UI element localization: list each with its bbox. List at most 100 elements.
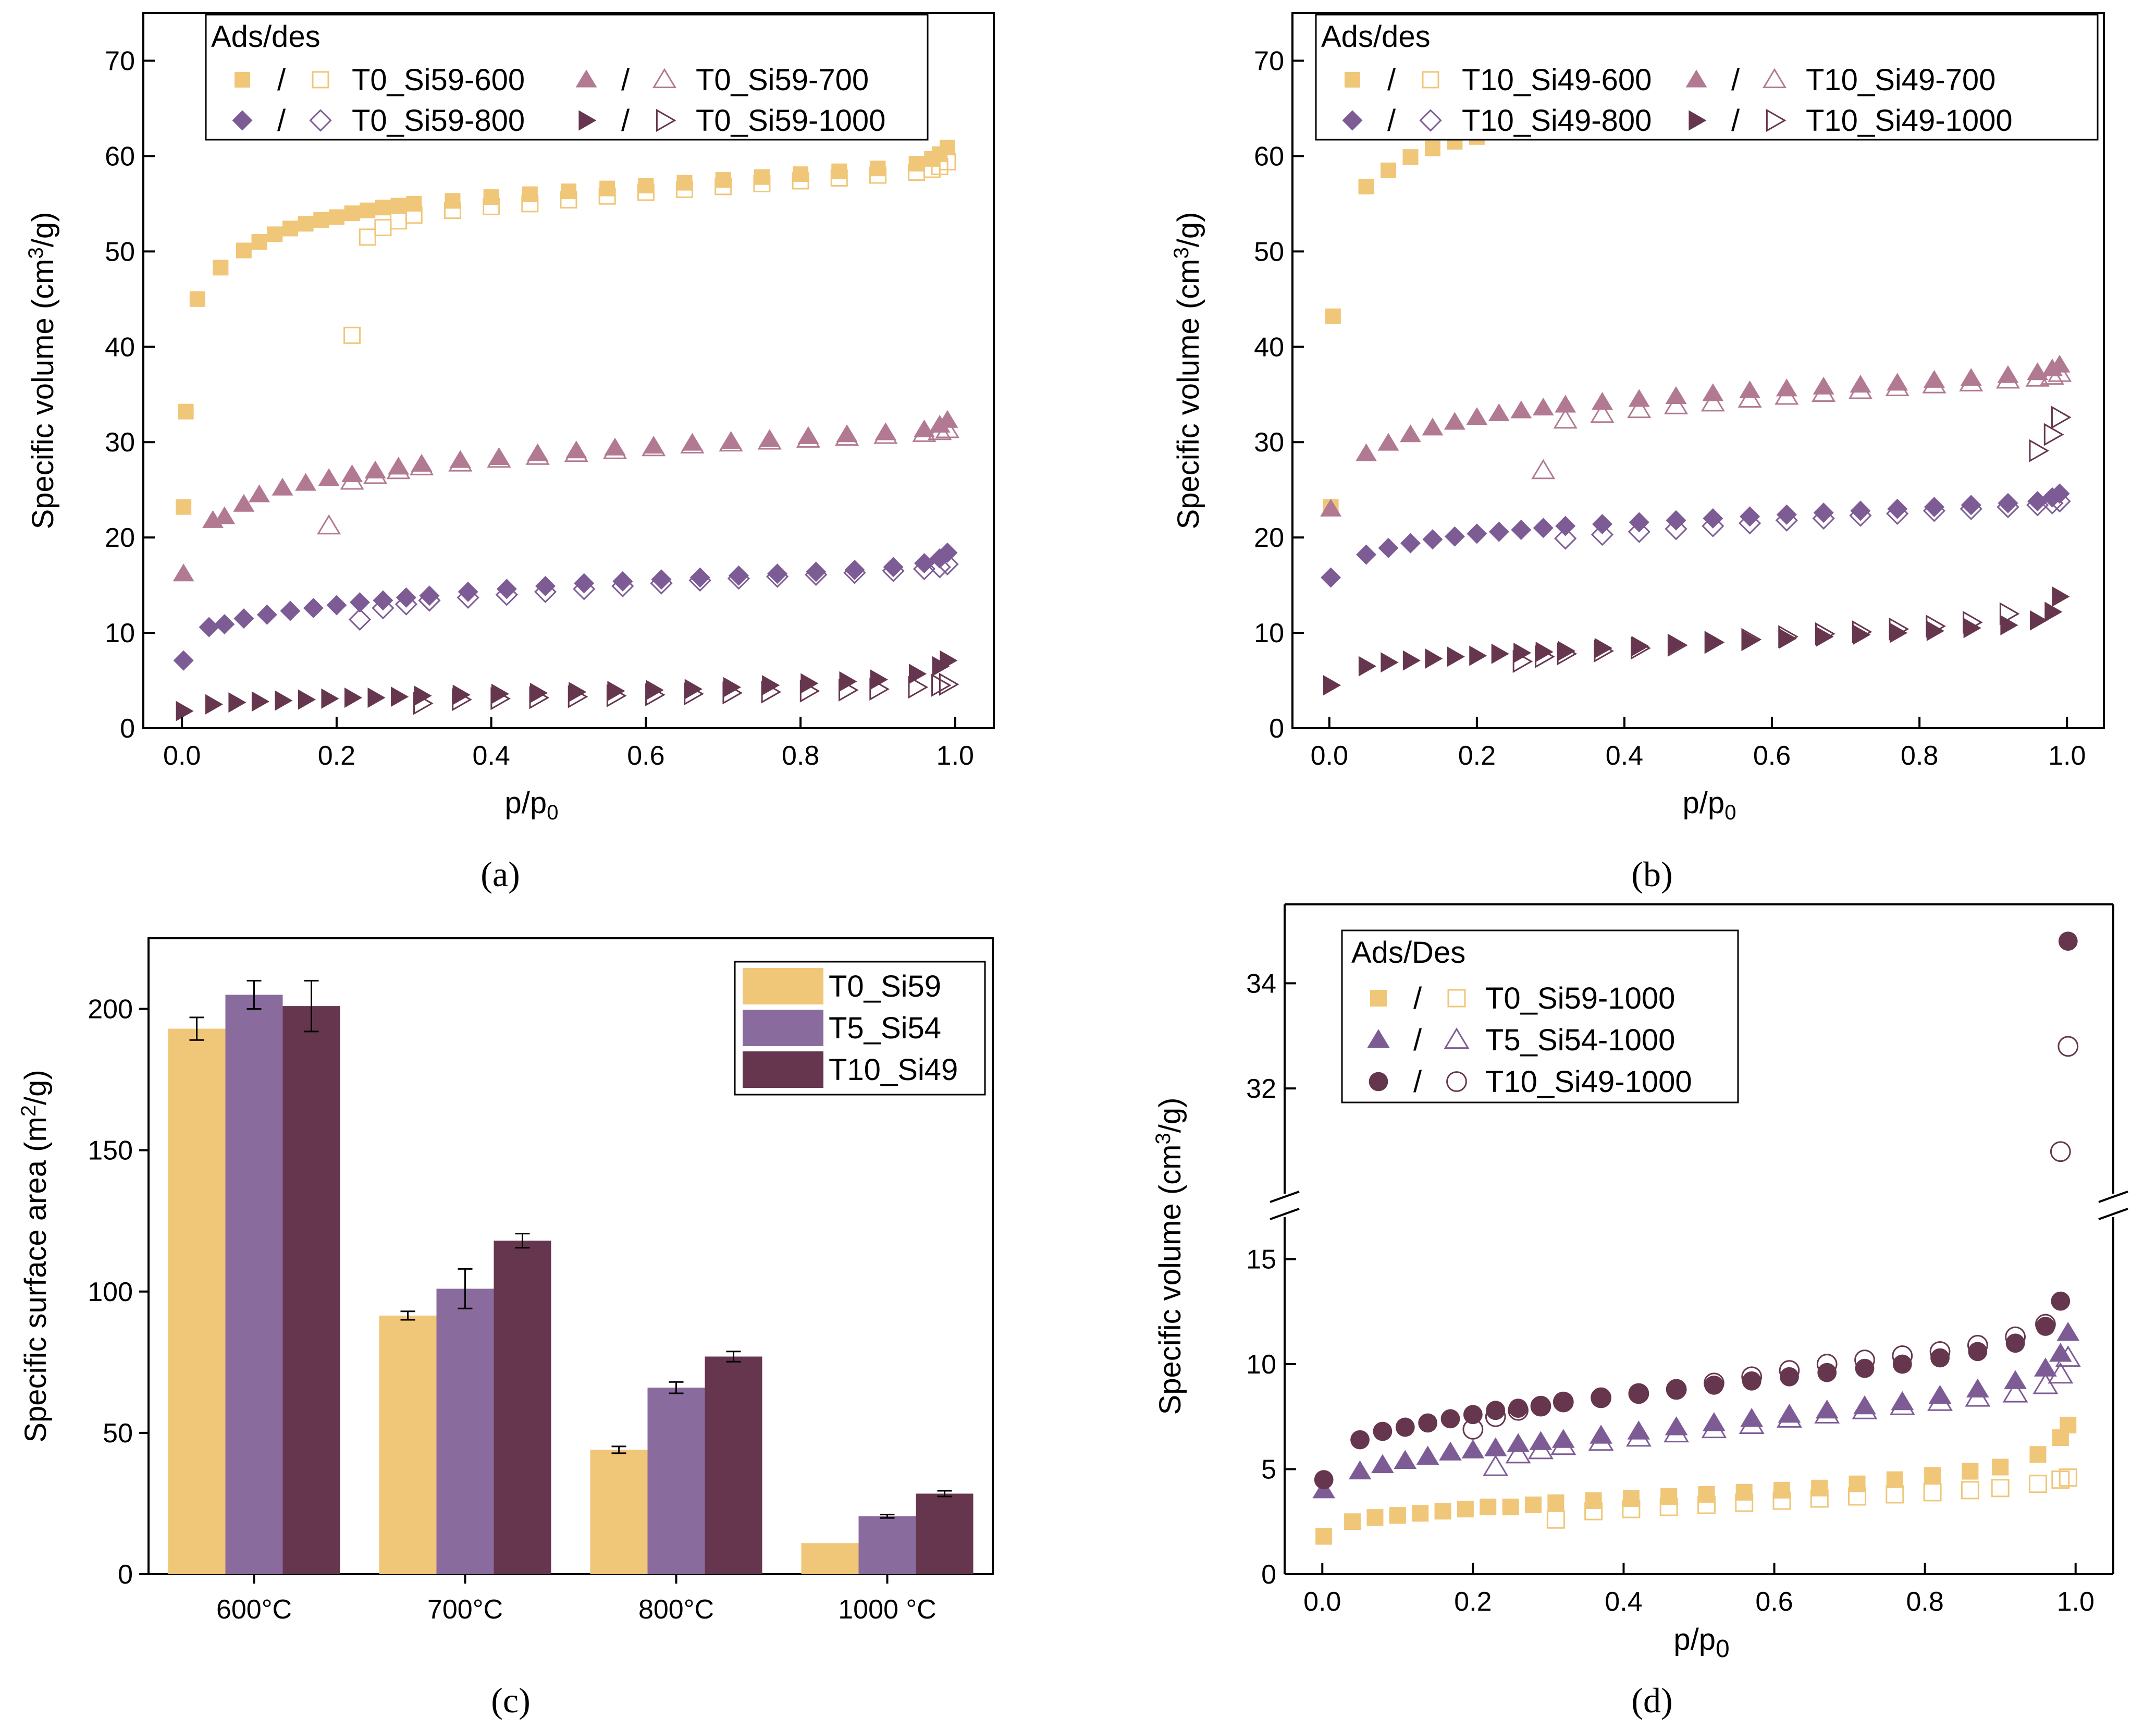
data-point-ads — [1704, 1375, 1724, 1395]
data-point-ads — [1668, 634, 1686, 655]
data-point-ads — [1887, 498, 1908, 519]
data-point-ads — [1555, 395, 1576, 413]
data-point-ads — [199, 617, 219, 637]
data-point-ads — [1377, 433, 1399, 451]
x-tick-label: 0.8 — [1906, 1587, 1943, 1617]
data-point-ads — [449, 450, 471, 468]
data-point-des — [409, 455, 434, 475]
data-point-ads — [2034, 1357, 2057, 1377]
data-point-des — [1628, 520, 1650, 543]
data-point-ads — [1622, 1490, 1640, 1507]
data-point-des — [1848, 1487, 1867, 1506]
data-point-des — [1812, 507, 1835, 530]
data-point-des — [1927, 1389, 1953, 1411]
data-point-ads — [1817, 1363, 1837, 1382]
data-point-des — [1991, 1479, 2010, 1498]
y-tick-label: 50 — [103, 1418, 133, 1449]
caption-b: (b) — [1631, 854, 1672, 894]
data-point-des — [753, 175, 771, 192]
data-point-ads — [233, 494, 255, 512]
data-point-ads — [298, 216, 314, 232]
data-point-ads — [870, 669, 888, 690]
data-point-ads — [759, 429, 781, 447]
data-point-ads — [1439, 1441, 1462, 1461]
data-point-ads — [2049, 483, 2070, 504]
data-point-ads — [689, 567, 710, 588]
legend-marker-ads — [1369, 1072, 1388, 1092]
data-point-des — [766, 565, 789, 588]
data-point-ads — [1532, 397, 1554, 415]
data-point-ads — [1780, 1367, 1799, 1387]
data-point-ads — [214, 506, 236, 524]
data-point-des — [1584, 1502, 1603, 1520]
data-point-ads — [939, 139, 955, 155]
data-point-des — [688, 569, 711, 592]
data-point-des — [521, 195, 539, 213]
legend-title: Ads/des — [1321, 20, 1431, 54]
legend-box — [205, 14, 929, 141]
data-point-ads — [1457, 1501, 1474, 1518]
data-point-ads — [344, 687, 363, 708]
y-tick-label: 30 — [1254, 427, 1284, 458]
data-point-des — [1531, 459, 1556, 480]
category-label: 600°C — [216, 1595, 292, 1625]
legend-c: T0_Si59 T5_Si54 T10_Si49 — [734, 961, 986, 1096]
axis-break-mark — [1270, 1208, 1300, 1220]
x-tick-label: 0.6 — [1753, 741, 1791, 771]
data-point-ads — [1366, 1509, 1384, 1526]
category-label: 800°C — [638, 1595, 714, 1625]
data-point-ads — [1735, 1483, 1753, 1501]
data-point-ads — [445, 193, 461, 209]
x-tick-label: 0.6 — [1755, 1587, 1793, 1617]
data-point-des — [928, 556, 951, 579]
data-point-ads — [1591, 1388, 1611, 1407]
data-point-des — [931, 673, 952, 697]
data-point-des — [1854, 1350, 1875, 1370]
data-point-ads — [205, 694, 224, 715]
data-point-ads — [1629, 1384, 1648, 1403]
data-point-des — [611, 574, 634, 598]
data-point-ads — [1466, 407, 1488, 425]
data-point-ads — [1665, 1416, 1688, 1436]
data-point-ads — [1395, 1417, 1415, 1437]
data-point-ads — [272, 477, 293, 496]
legend-marker-des — [1422, 71, 1439, 89]
data-point-des — [1810, 1489, 1829, 1508]
y-axis-label-b: Specific volume (cm3/g) — [1170, 212, 1205, 530]
data-point-ads — [2029, 610, 2048, 631]
data-point-des — [2048, 489, 2071, 513]
data-point-des — [1664, 1421, 1690, 1443]
data-point-ads — [341, 464, 363, 483]
data-point-des — [1735, 1493, 1754, 1512]
y-tick-label: 10 — [1254, 618, 1284, 648]
data-point-ads — [1590, 1425, 1612, 1444]
data-point-ads — [1513, 642, 1532, 663]
data-point-ads — [214, 614, 235, 635]
bar — [282, 1006, 340, 1574]
data-point-des — [1704, 631, 1725, 654]
legend-label: T10_Si49 — [829, 1053, 958, 1087]
data-point-ads — [419, 585, 440, 606]
data-point-des — [792, 172, 809, 190]
data-point-ads — [1531, 1396, 1550, 1416]
y-axis-label-a: Specific volume (cm3/g) — [24, 212, 60, 530]
bar — [379, 1315, 437, 1574]
data-point-des — [1591, 1387, 1611, 1408]
data-point-ads — [715, 172, 731, 188]
data-point-ads — [754, 169, 770, 185]
bar — [494, 1241, 551, 1574]
legend-swatch — [743, 1010, 823, 1046]
data-point-ads — [1742, 1371, 1761, 1391]
data-point-ads — [228, 692, 247, 713]
data-point-des — [1553, 1391, 1574, 1413]
data-point-ads — [173, 563, 194, 582]
data-point-des — [2058, 1036, 2079, 1057]
x-tick-label: 0.0 — [1311, 741, 1348, 771]
data-point-ads — [1461, 1439, 1485, 1458]
data-point-des — [719, 431, 743, 452]
legend-label: T0_Si59 — [829, 970, 941, 1003]
data-point-ads — [1705, 632, 1723, 653]
data-point-des — [1772, 1491, 1791, 1510]
